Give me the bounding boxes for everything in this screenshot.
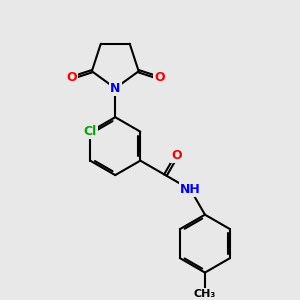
Text: O: O [172, 148, 182, 162]
Text: NH: NH [180, 183, 201, 196]
Text: Cl: Cl [84, 125, 97, 138]
Text: N: N [110, 82, 120, 95]
Text: O: O [154, 71, 165, 85]
Text: CH₃: CH₃ [194, 289, 216, 299]
Text: O: O [66, 71, 76, 85]
